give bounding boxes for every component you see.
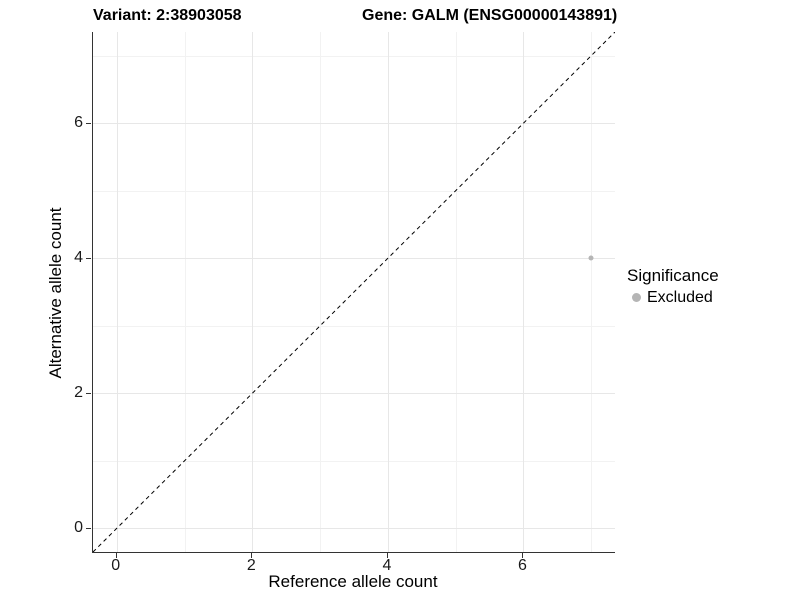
minor-gridline <box>93 325 615 327</box>
legend: Significance Excluded <box>627 265 719 308</box>
major-gridline <box>93 123 615 125</box>
y-tick-mark <box>86 528 91 530</box>
minor-gridline <box>184 32 186 552</box>
minor-gridline <box>320 32 322 552</box>
y-tick-mark <box>86 123 91 125</box>
major-gridline <box>93 528 615 530</box>
legend-entry-label: Excluded <box>647 289 713 306</box>
x-axis-title: Reference allele count <box>268 572 438 591</box>
identity-dashed-line <box>93 32 615 552</box>
y-tick-mark <box>86 393 91 395</box>
minor-gridline <box>93 55 615 57</box>
major-gridline <box>523 32 525 552</box>
x-tick-mark <box>251 553 253 558</box>
x-tick-label: 0 <box>111 557 121 574</box>
minor-gridline <box>455 32 457 552</box>
x-tick-label: 2 <box>246 557 256 574</box>
data-point <box>588 255 594 261</box>
legend-key-dot-icon <box>632 293 641 302</box>
legend-entry: Excluded <box>627 287 719 308</box>
x-tick-label: 6 <box>518 557 527 574</box>
y-axis-title: Alternative allele count <box>46 207 65 379</box>
legend-title: Significance <box>627 266 719 285</box>
minor-gridline <box>93 190 615 192</box>
x-tick-mark <box>386 553 388 558</box>
plot-panel <box>92 32 615 553</box>
major-gridline <box>252 32 254 552</box>
x-tick-label: 4 <box>382 557 392 574</box>
y-tick-label: 4 <box>74 249 83 267</box>
identity-line-layer <box>93 32 615 552</box>
y-tick-mark <box>86 258 91 260</box>
minor-gridline <box>591 32 593 552</box>
y-tick-label: 2 <box>74 384 83 402</box>
x-tick-mark <box>115 553 117 558</box>
y-tick-label: 0 <box>74 519 83 537</box>
gene-title: Gene: GALM (ENSG00000143891) <box>362 7 618 24</box>
major-gridline <box>116 32 118 552</box>
x-tick-mark <box>522 553 524 558</box>
major-gridline <box>93 393 615 395</box>
major-gridline <box>93 258 615 260</box>
y-tick-label: 6 <box>74 114 83 132</box>
minor-gridline <box>93 460 615 462</box>
major-gridline <box>387 32 389 552</box>
legend-entries: Excluded <box>627 287 719 308</box>
variant-title: Variant: 2:38903058 <box>93 7 242 24</box>
